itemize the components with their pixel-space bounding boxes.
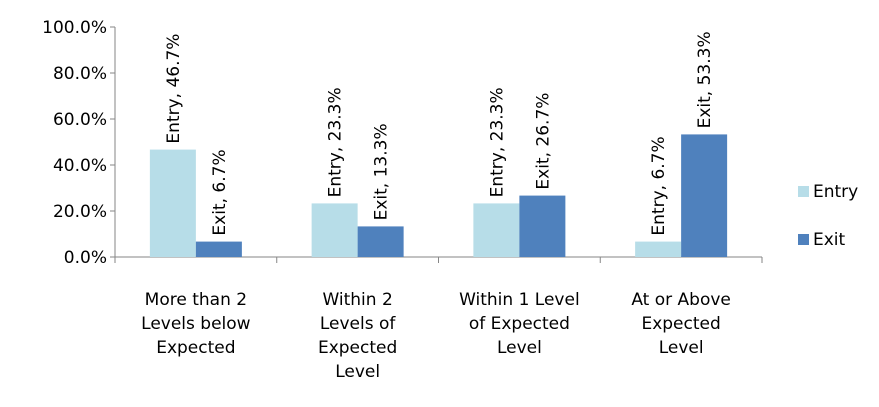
data-label-exit: Exit, 6.7% [210,149,230,235]
bar-exit [519,195,566,257]
bar-exit [681,134,728,257]
x-category-label-line: Levels of [320,314,397,334]
x-category-label-line: At or Above [631,290,731,310]
y-tick-label: 60.0% [53,110,107,130]
bar-entry [149,149,196,257]
y-tick-label: 20.0% [53,202,107,222]
x-category-label-line: Within 1 Level [459,290,580,310]
bar-entry [473,203,520,257]
data-label-entry: Entry, 23.3% [326,87,346,197]
data-label-exit: Exit, 53.3% [695,31,715,128]
data-label-entry: Entry, 6.7% [649,136,669,235]
x-category-label-line: Within 2 [322,290,392,310]
bar-exit [195,241,242,257]
bar-exit [357,226,404,257]
data-label-entry: Entry, 23.3% [487,87,507,197]
y-tick-label: 80.0% [53,64,107,84]
chart-data-labels: Entry, 46.7% Entry, 23.3% Entry, 23.3% Entr… [164,31,715,235]
legend-swatch-entry [798,186,809,197]
x-category-label-line: Expected [156,338,235,358]
x-category-label: At or Above Expected Level [631,290,731,358]
data-label-exit: Exit, 13.3% [372,123,392,220]
chart-axes: 0.0% 20.0% 40.0% 60.0% 80.0% 100.0% More than … [42,18,763,382]
legend-label-exit: Exit [813,230,846,250]
legend-swatch-exit [798,234,809,245]
y-tick-label: 40.0% [53,156,107,176]
y-tick-label: 100.0% [42,18,107,38]
data-label-exit: Exit, 26.7% [533,93,553,190]
legend-label-entry: Entry [813,182,858,202]
x-category-label-line: Level [659,338,704,358]
x-category-label-line: Level [497,338,542,358]
x-category-label-line: Level [335,362,380,382]
x-category-label: More than 2 Levels below Expected [141,290,251,358]
chart-legend: Entry Exit [798,182,858,250]
y-tick-label: 0.0% [64,248,107,268]
chart-bars [149,134,728,257]
x-category-label-line: Expected [318,338,397,358]
bar-entry [635,241,682,257]
bar-entry [311,203,358,257]
x-category-label: Within 1 Level of Expected Level [459,290,580,358]
data-label-entry: Entry, 46.7% [164,34,184,144]
x-category-label-line: Levels below [141,314,251,334]
x-category-label: Within 2 Levels of Expected Level [318,290,397,382]
x-category-label-line: of Expected [469,314,570,334]
x-category-label-line: Expected [641,314,720,334]
x-category-label-line: More than 2 [145,290,247,310]
